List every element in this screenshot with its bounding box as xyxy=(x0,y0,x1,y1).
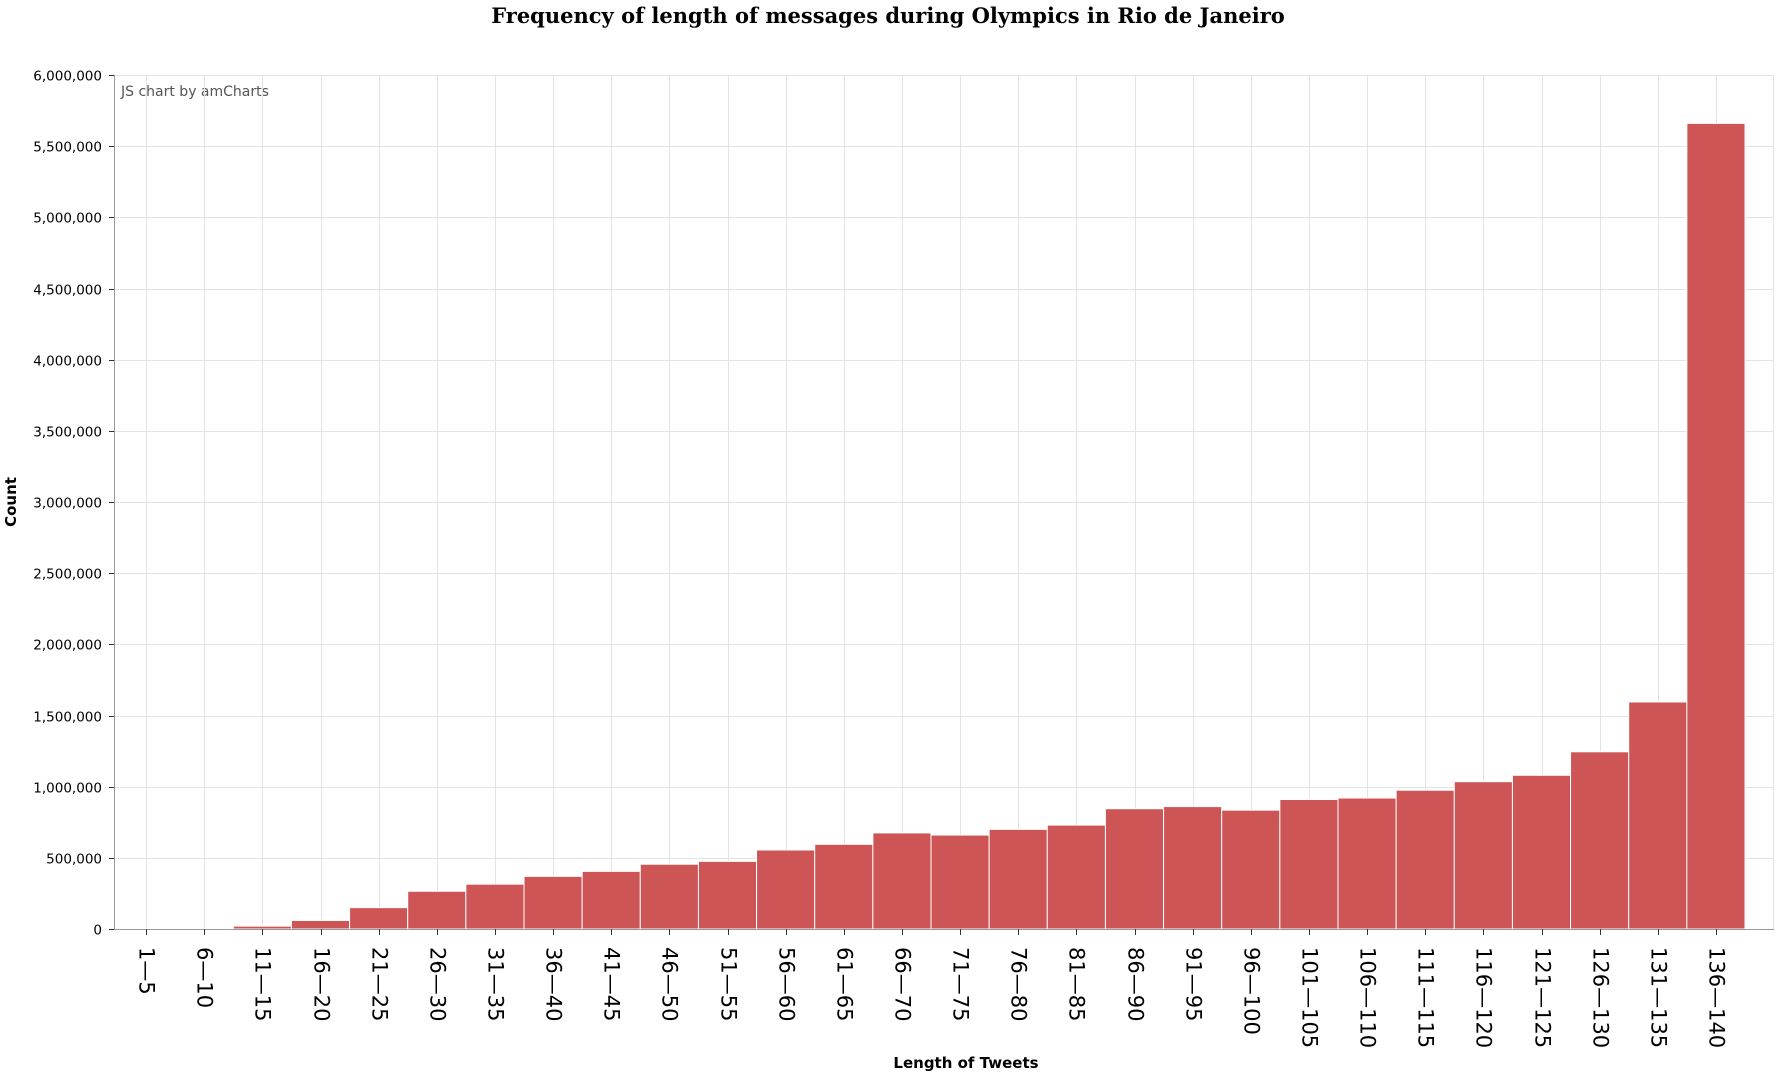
bar xyxy=(1046,824,1106,930)
x-tick-label: 51—55 xyxy=(717,947,741,1021)
y-tick-label: 3,000,000 xyxy=(33,496,102,512)
x-axis-title: Length of Tweets xyxy=(893,1054,1038,1072)
x-tick-label: 16—20 xyxy=(310,947,334,1021)
x-tick-label: 101—105 xyxy=(1298,947,1322,1048)
bar xyxy=(174,927,234,930)
x-tick-label: 121—125 xyxy=(1531,947,1555,1048)
x-tick-label: 116—120 xyxy=(1472,947,1496,1048)
bar xyxy=(232,925,292,930)
x-tick-label: 126—130 xyxy=(1589,947,1613,1048)
x-tick-label: 111—115 xyxy=(1414,947,1438,1048)
bar xyxy=(814,843,874,930)
bar xyxy=(407,890,467,930)
bar xyxy=(1163,806,1223,930)
x-tick-label: 6—10 xyxy=(193,947,217,1008)
bar xyxy=(872,832,932,930)
bar xyxy=(1221,809,1281,930)
bar xyxy=(930,834,990,930)
y-tick-label: 2,500,000 xyxy=(33,567,102,583)
bar xyxy=(1453,781,1513,930)
bars xyxy=(116,122,1746,930)
chart-title: Frequency of length of messages during O… xyxy=(491,3,1285,28)
x-tick-label: 76—80 xyxy=(1007,947,1031,1021)
x-tick-label: 1—5 xyxy=(135,947,159,995)
bar xyxy=(349,907,409,930)
bar xyxy=(1279,798,1339,930)
y-tick-label: 0 xyxy=(93,923,102,939)
y-tick-label: 1,500,000 xyxy=(33,710,102,726)
bar xyxy=(1337,797,1397,930)
x-tick-label: 81—85 xyxy=(1065,947,1089,1021)
bar xyxy=(697,860,758,930)
x-tick-label: 136—140 xyxy=(1705,947,1729,1048)
bar xyxy=(1686,122,1746,930)
y-tick-label: 4,500,000 xyxy=(33,283,102,299)
x-tick-label: 86—90 xyxy=(1124,947,1148,1021)
x-tick-label: 21—25 xyxy=(368,947,392,1021)
axes xyxy=(109,75,1774,935)
y-tick-label: 3,500,000 xyxy=(33,425,102,441)
bar xyxy=(1395,789,1455,930)
bar xyxy=(290,919,351,930)
bar xyxy=(116,927,176,930)
bar xyxy=(1570,751,1630,930)
x-tick-label: 46—50 xyxy=(658,947,682,1021)
bar xyxy=(988,828,1048,930)
x-tick-label: 11—15 xyxy=(251,947,275,1021)
y-tick-label: 2,000,000 xyxy=(33,638,102,654)
y-axis-tick-labels: 0 500,000 1,000,000 1,500,000 2,000,000 2,500… xyxy=(33,69,102,939)
x-tick-label: 31—35 xyxy=(484,947,508,1021)
x-tick-label: 106—110 xyxy=(1356,947,1380,1048)
x-tick-label: 36—40 xyxy=(542,947,566,1021)
y-tick-label: 500,000 xyxy=(46,852,102,868)
x-tick-label: 96—100 xyxy=(1240,947,1264,1035)
bar xyxy=(639,863,699,930)
y-axis-title: Count xyxy=(2,477,20,527)
y-tick-label: 6,000,000 xyxy=(33,69,102,85)
amcharts-credit: JS chart by amCharts xyxy=(120,84,269,100)
bar xyxy=(1511,774,1572,930)
x-tick-label: 131—135 xyxy=(1647,947,1671,1048)
x-tick-label: 91—95 xyxy=(1182,947,1206,1021)
y-tick-label: 1,000,000 xyxy=(33,781,102,797)
x-tick-label: 71—75 xyxy=(949,947,973,1021)
x-axis-tick-labels: 1—5 6—10 11—15 16—20 21—25 26—30 31—35 36—40 41—… xyxy=(135,947,1729,1048)
x-tick-label: 61—65 xyxy=(833,947,857,1021)
y-tick-label: 5,000,000 xyxy=(33,211,102,227)
x-tick-label: 66—70 xyxy=(891,947,915,1021)
y-tick-label: 4,000,000 xyxy=(33,354,102,370)
bar xyxy=(1628,701,1688,930)
bar xyxy=(756,849,816,930)
x-tick-label: 56—60 xyxy=(775,947,799,1021)
bar xyxy=(523,875,583,930)
bar xyxy=(1104,808,1165,930)
x-tick-label: 41—45 xyxy=(600,947,624,1021)
bar xyxy=(581,870,641,930)
bar xyxy=(465,883,525,930)
y-tick-label: 5,500,000 xyxy=(33,140,102,156)
x-tick-label: 26—30 xyxy=(426,947,450,1021)
